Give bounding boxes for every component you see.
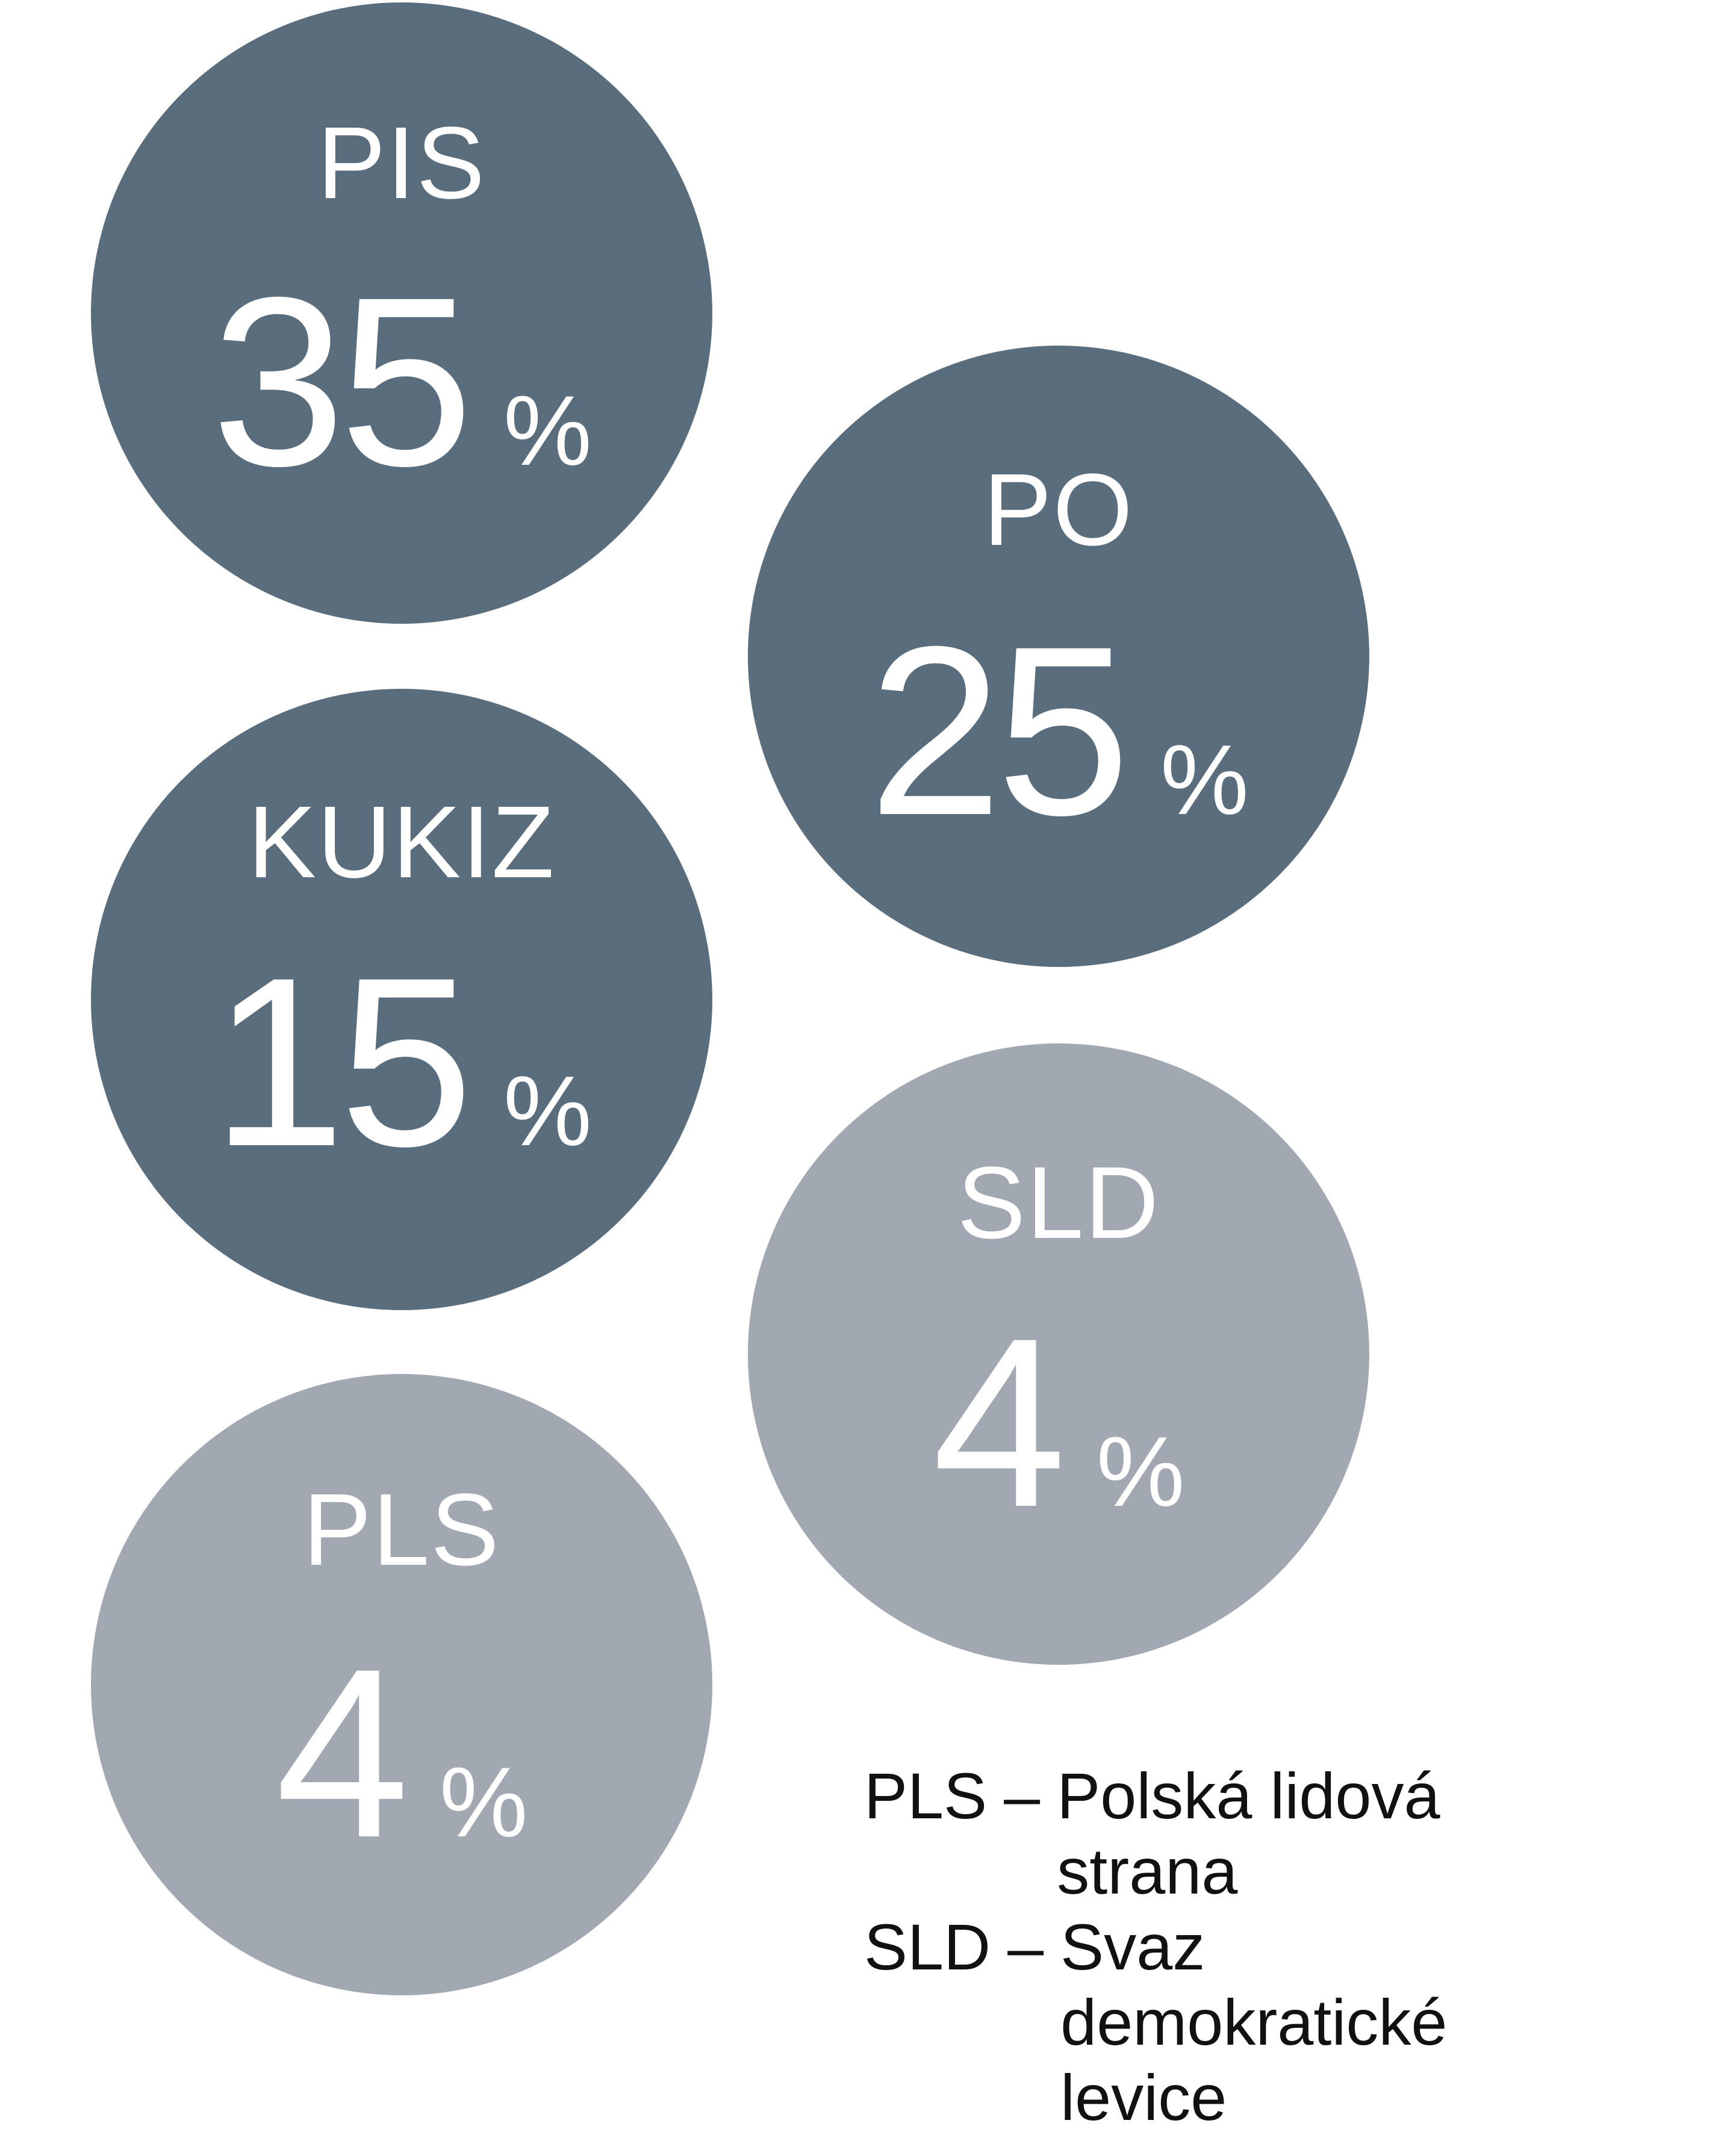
percent-sign: % (1160, 724, 1249, 835)
value-label: 25 (868, 596, 1130, 865)
party-label: SLD (957, 1146, 1160, 1260)
value-row: 35% (91, 261, 712, 502)
party-label: PO (983, 453, 1134, 567)
percent-sign: % (439, 1747, 528, 1857)
value-row: 25% (748, 611, 1369, 851)
bubble-pls: PLS 4% (91, 1374, 712, 1995)
legend-separator: – (1007, 1910, 1044, 1983)
value-label: 35 (211, 247, 473, 516)
percent-sign: % (1096, 1416, 1185, 1527)
percent-sign: % (503, 375, 592, 486)
legend-separator: – (1004, 1759, 1041, 1832)
party-label: PIS (317, 106, 486, 220)
legend-item-pls: PLS – Polská lidová strana (864, 1758, 1719, 1909)
legend-abbr: PLS (864, 1759, 988, 1832)
bubble-kukiz: KUKIZ 15% (91, 689, 712, 1310)
bubble-pis: PIS 35% (91, 2, 712, 624)
bubble-sld: SLD 4% (748, 1043, 1369, 1665)
value-label: 15 (211, 927, 473, 1196)
party-label: PLS (303, 1473, 500, 1587)
party-label: KUKIZ (247, 785, 556, 900)
bubble-po: PO 25% (748, 346, 1369, 967)
value-row: 4% (748, 1302, 1369, 1543)
legend-abbr: SLD (864, 1910, 991, 1983)
value-label: 4 (932, 1288, 1066, 1557)
value-row: 15% (91, 942, 712, 1182)
value-label: 4 (275, 1618, 409, 1888)
percent-sign: % (503, 1055, 592, 1166)
legend-description: Svaz demokratické levice (1060, 1910, 1448, 2134)
legend-item-sld: SLD – Svaz demokratické levice (864, 1909, 1719, 2135)
legend-description: Polská lidová strana (1057, 1759, 1440, 1908)
value-row: 4% (91, 1633, 712, 1874)
legend: PLS – Polská lidová strana SLD – Svaz de… (864, 1758, 1719, 2135)
